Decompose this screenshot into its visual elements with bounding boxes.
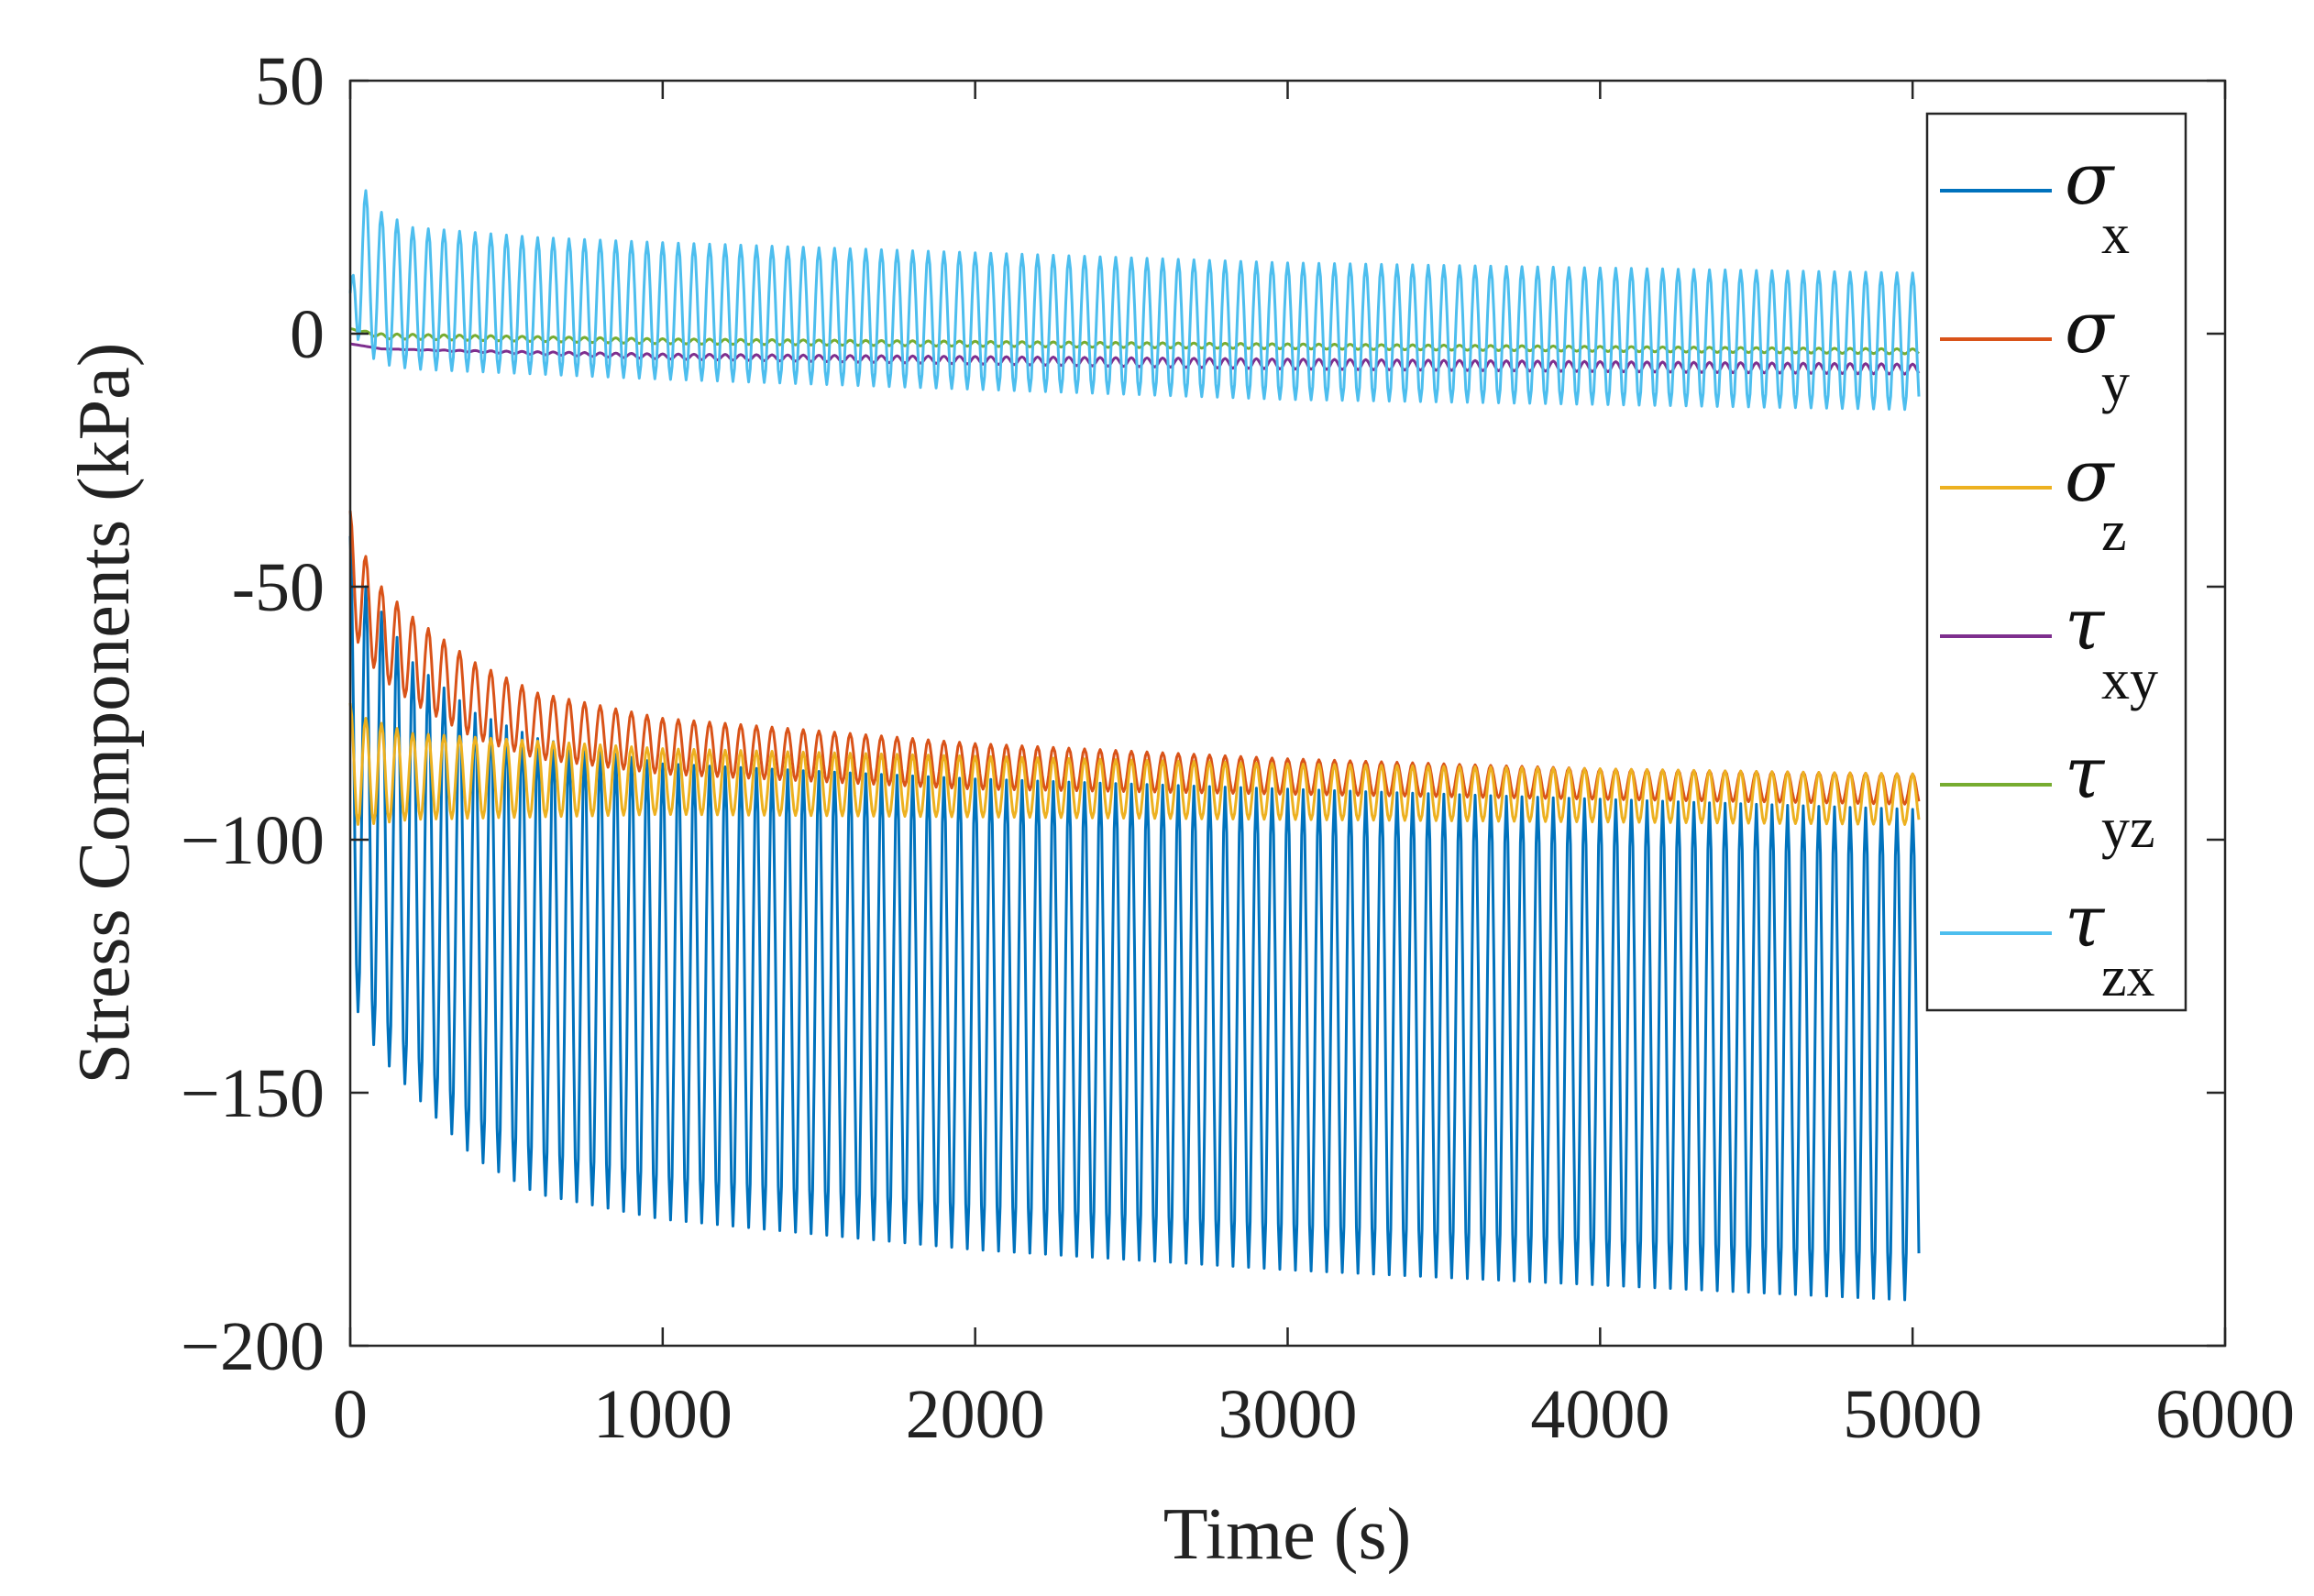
legend-subscript: xy xyxy=(2101,649,2158,711)
x-tick-label: 5000 xyxy=(1843,1376,1982,1453)
y-axis-title: Stress Components (kPa) xyxy=(64,343,145,1084)
legend-subscript: y xyxy=(2101,352,2130,414)
x-axis-title: Time (s) xyxy=(1163,1494,1411,1575)
x-tick-label: 0 xyxy=(333,1376,368,1453)
ticks-layer xyxy=(348,79,2227,1348)
legend-box xyxy=(1925,112,2187,1012)
legend-symbol: σ xyxy=(2065,287,2115,369)
y-tick-label: −200 xyxy=(181,1308,325,1385)
legend-entry-5: τyz xyxy=(1940,732,2155,860)
x-tick-label: 6000 xyxy=(2155,1376,2295,1453)
y-tick-label: −100 xyxy=(181,802,325,879)
x-tick-label: 2000 xyxy=(906,1376,1045,1453)
legend-entry-6: τzx xyxy=(1940,881,2155,1008)
legend-symbol: τ xyxy=(2065,584,2106,666)
y-tick-label: 0 xyxy=(290,296,325,373)
legend-subscript: zx xyxy=(2101,946,2155,1008)
x-tick-labels: 0 1000 2000 3000 4000 5000 6000 xyxy=(333,1376,2295,1453)
series-layer xyxy=(348,189,1921,1302)
series-line-1 xyxy=(348,535,1921,1302)
series-line-6 xyxy=(348,189,1921,412)
legend-symbol: τ xyxy=(2065,881,2106,963)
series-line-2 xyxy=(348,511,1921,806)
x-tick-label: 4000 xyxy=(1530,1376,1669,1453)
y-tick-label: -50 xyxy=(232,549,325,626)
x-tick-label: 1000 xyxy=(593,1376,733,1453)
legend-symbol: σ xyxy=(2065,138,2115,221)
legend-entry-4: τxy xyxy=(1940,584,2158,711)
series-line-3 xyxy=(348,702,1921,826)
y-tick-labels: 50 0 -50 −100 −150 −200 xyxy=(181,43,325,1385)
legend-subscript: yz xyxy=(2101,798,2155,860)
legend-symbol: τ xyxy=(2065,732,2106,815)
legend-subscript: x xyxy=(2101,204,2130,266)
y-tick-label: 50 xyxy=(255,43,325,120)
x-tick-label: 3000 xyxy=(1218,1376,1358,1453)
legend-subscript: z xyxy=(2101,501,2127,563)
plot-background xyxy=(350,81,2225,1346)
legend-symbol: σ xyxy=(2065,435,2115,518)
legend-entry-2: σy xyxy=(1940,287,2130,414)
y-tick-label: −150 xyxy=(181,1055,325,1132)
legend-entry-3: σz xyxy=(1940,435,2127,563)
legend-entry-1: σx xyxy=(1940,138,2130,266)
